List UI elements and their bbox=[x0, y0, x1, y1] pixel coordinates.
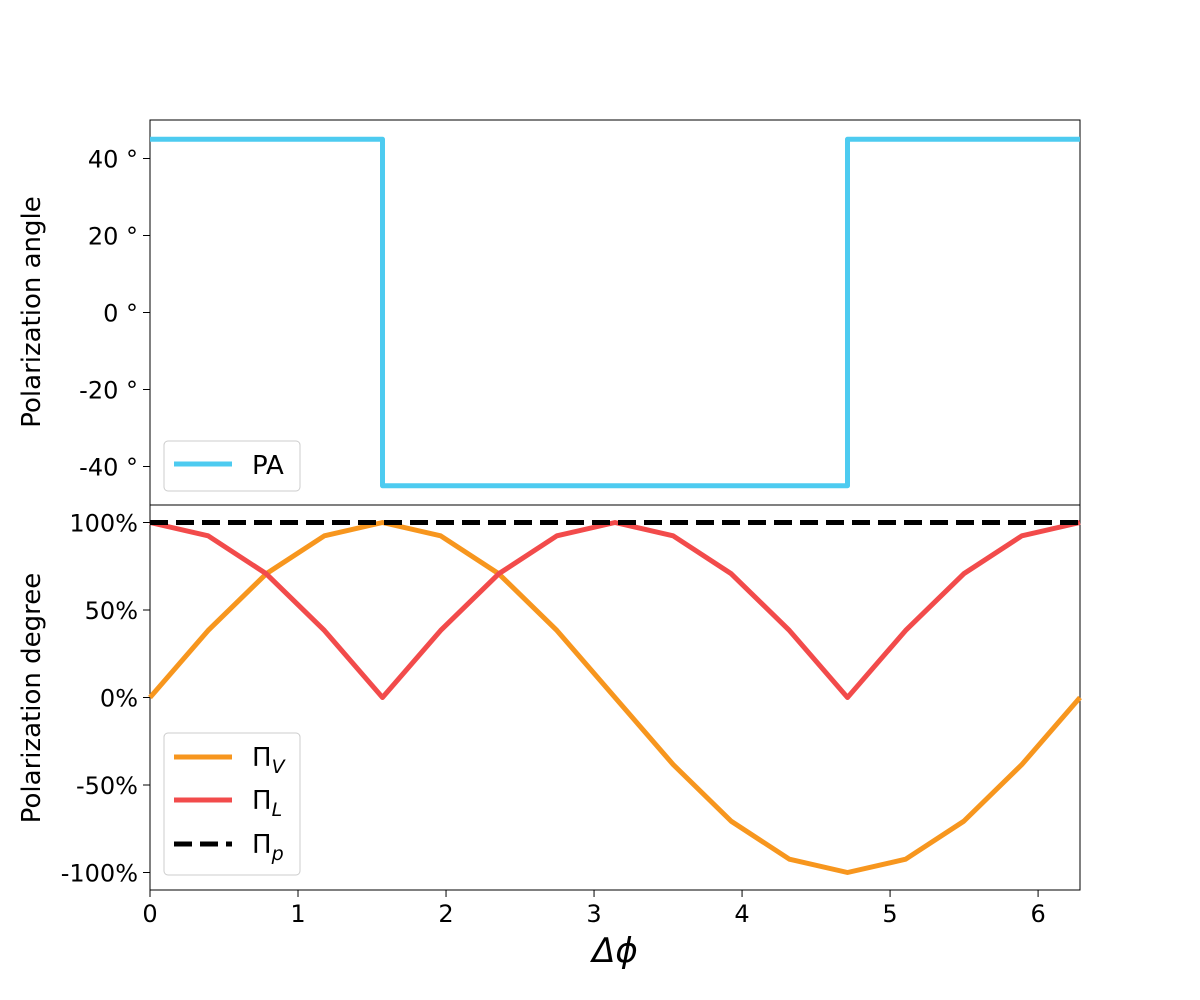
y-tick-label: 100% bbox=[69, 510, 138, 538]
series-line-pa bbox=[150, 136, 1080, 489]
x-tick-label: 1 bbox=[290, 900, 305, 928]
panel-polarization-degree: 100% 50% 0% -50% -100% 0 1 2 3 4 5 6 Polarization … bbox=[17, 504, 1082, 971]
x-tick-label: 4 bbox=[734, 900, 749, 928]
bottom-y-axis-title: Polarization degree bbox=[17, 573, 47, 824]
x-ticks: 0 1 2 3 4 5 6 bbox=[142, 890, 1046, 928]
y-tick-label: 20 ° bbox=[88, 223, 138, 251]
bottom-legend-box bbox=[163, 732, 301, 876]
y-tick-label: -100% bbox=[61, 860, 138, 888]
x-tick-label: 0 bbox=[142, 900, 157, 928]
bottom-series-lines bbox=[148, 520, 1082, 875]
top-series-lines bbox=[150, 136, 1080, 489]
y-tick-label: -20 ° bbox=[79, 377, 138, 405]
x-tick-label: 5 bbox=[882, 900, 897, 928]
x-tick-label: 6 bbox=[1030, 900, 1045, 928]
y-tick-label: 50% bbox=[85, 597, 138, 625]
legend-label-pi-v: ΠV bbox=[252, 743, 287, 778]
y-tick-label: -40 ° bbox=[79, 454, 138, 482]
top-legend: PA bbox=[163, 440, 301, 492]
series-line-l bbox=[149, 520, 1081, 700]
series-line-v bbox=[148, 520, 1082, 875]
x-tick-label: 3 bbox=[586, 900, 601, 928]
bottom-y-ticks: 100% 50% 0% -50% -100% bbox=[61, 510, 150, 888]
legend-label-pi-l: ΠL bbox=[252, 786, 282, 821]
y-tick-label: 40 ° bbox=[88, 146, 138, 174]
legend-label-pi-p: Πp bbox=[252, 830, 284, 865]
x-axis-title: Δϕ bbox=[589, 931, 638, 971]
y-tick-label: -50% bbox=[76, 772, 138, 800]
bottom-legend: ΠV ΠL Πp bbox=[163, 732, 301, 876]
top-y-axis-title: Polarization angle bbox=[17, 196, 47, 428]
top-y-ticks: 40 ° 20 ° 0 ° -20 ° -40 ° bbox=[79, 146, 150, 482]
y-tick-label: 0 ° bbox=[103, 300, 138, 328]
y-tick-label: 0% bbox=[100, 685, 138, 713]
legend-label-pa: PA bbox=[252, 451, 284, 481]
x-tick-label: 2 bbox=[438, 900, 453, 928]
panel-polarization-angle: 40 ° 20 ° 0 ° -20 ° -40 ° Polarization angle… bbox=[17, 119, 1081, 506]
